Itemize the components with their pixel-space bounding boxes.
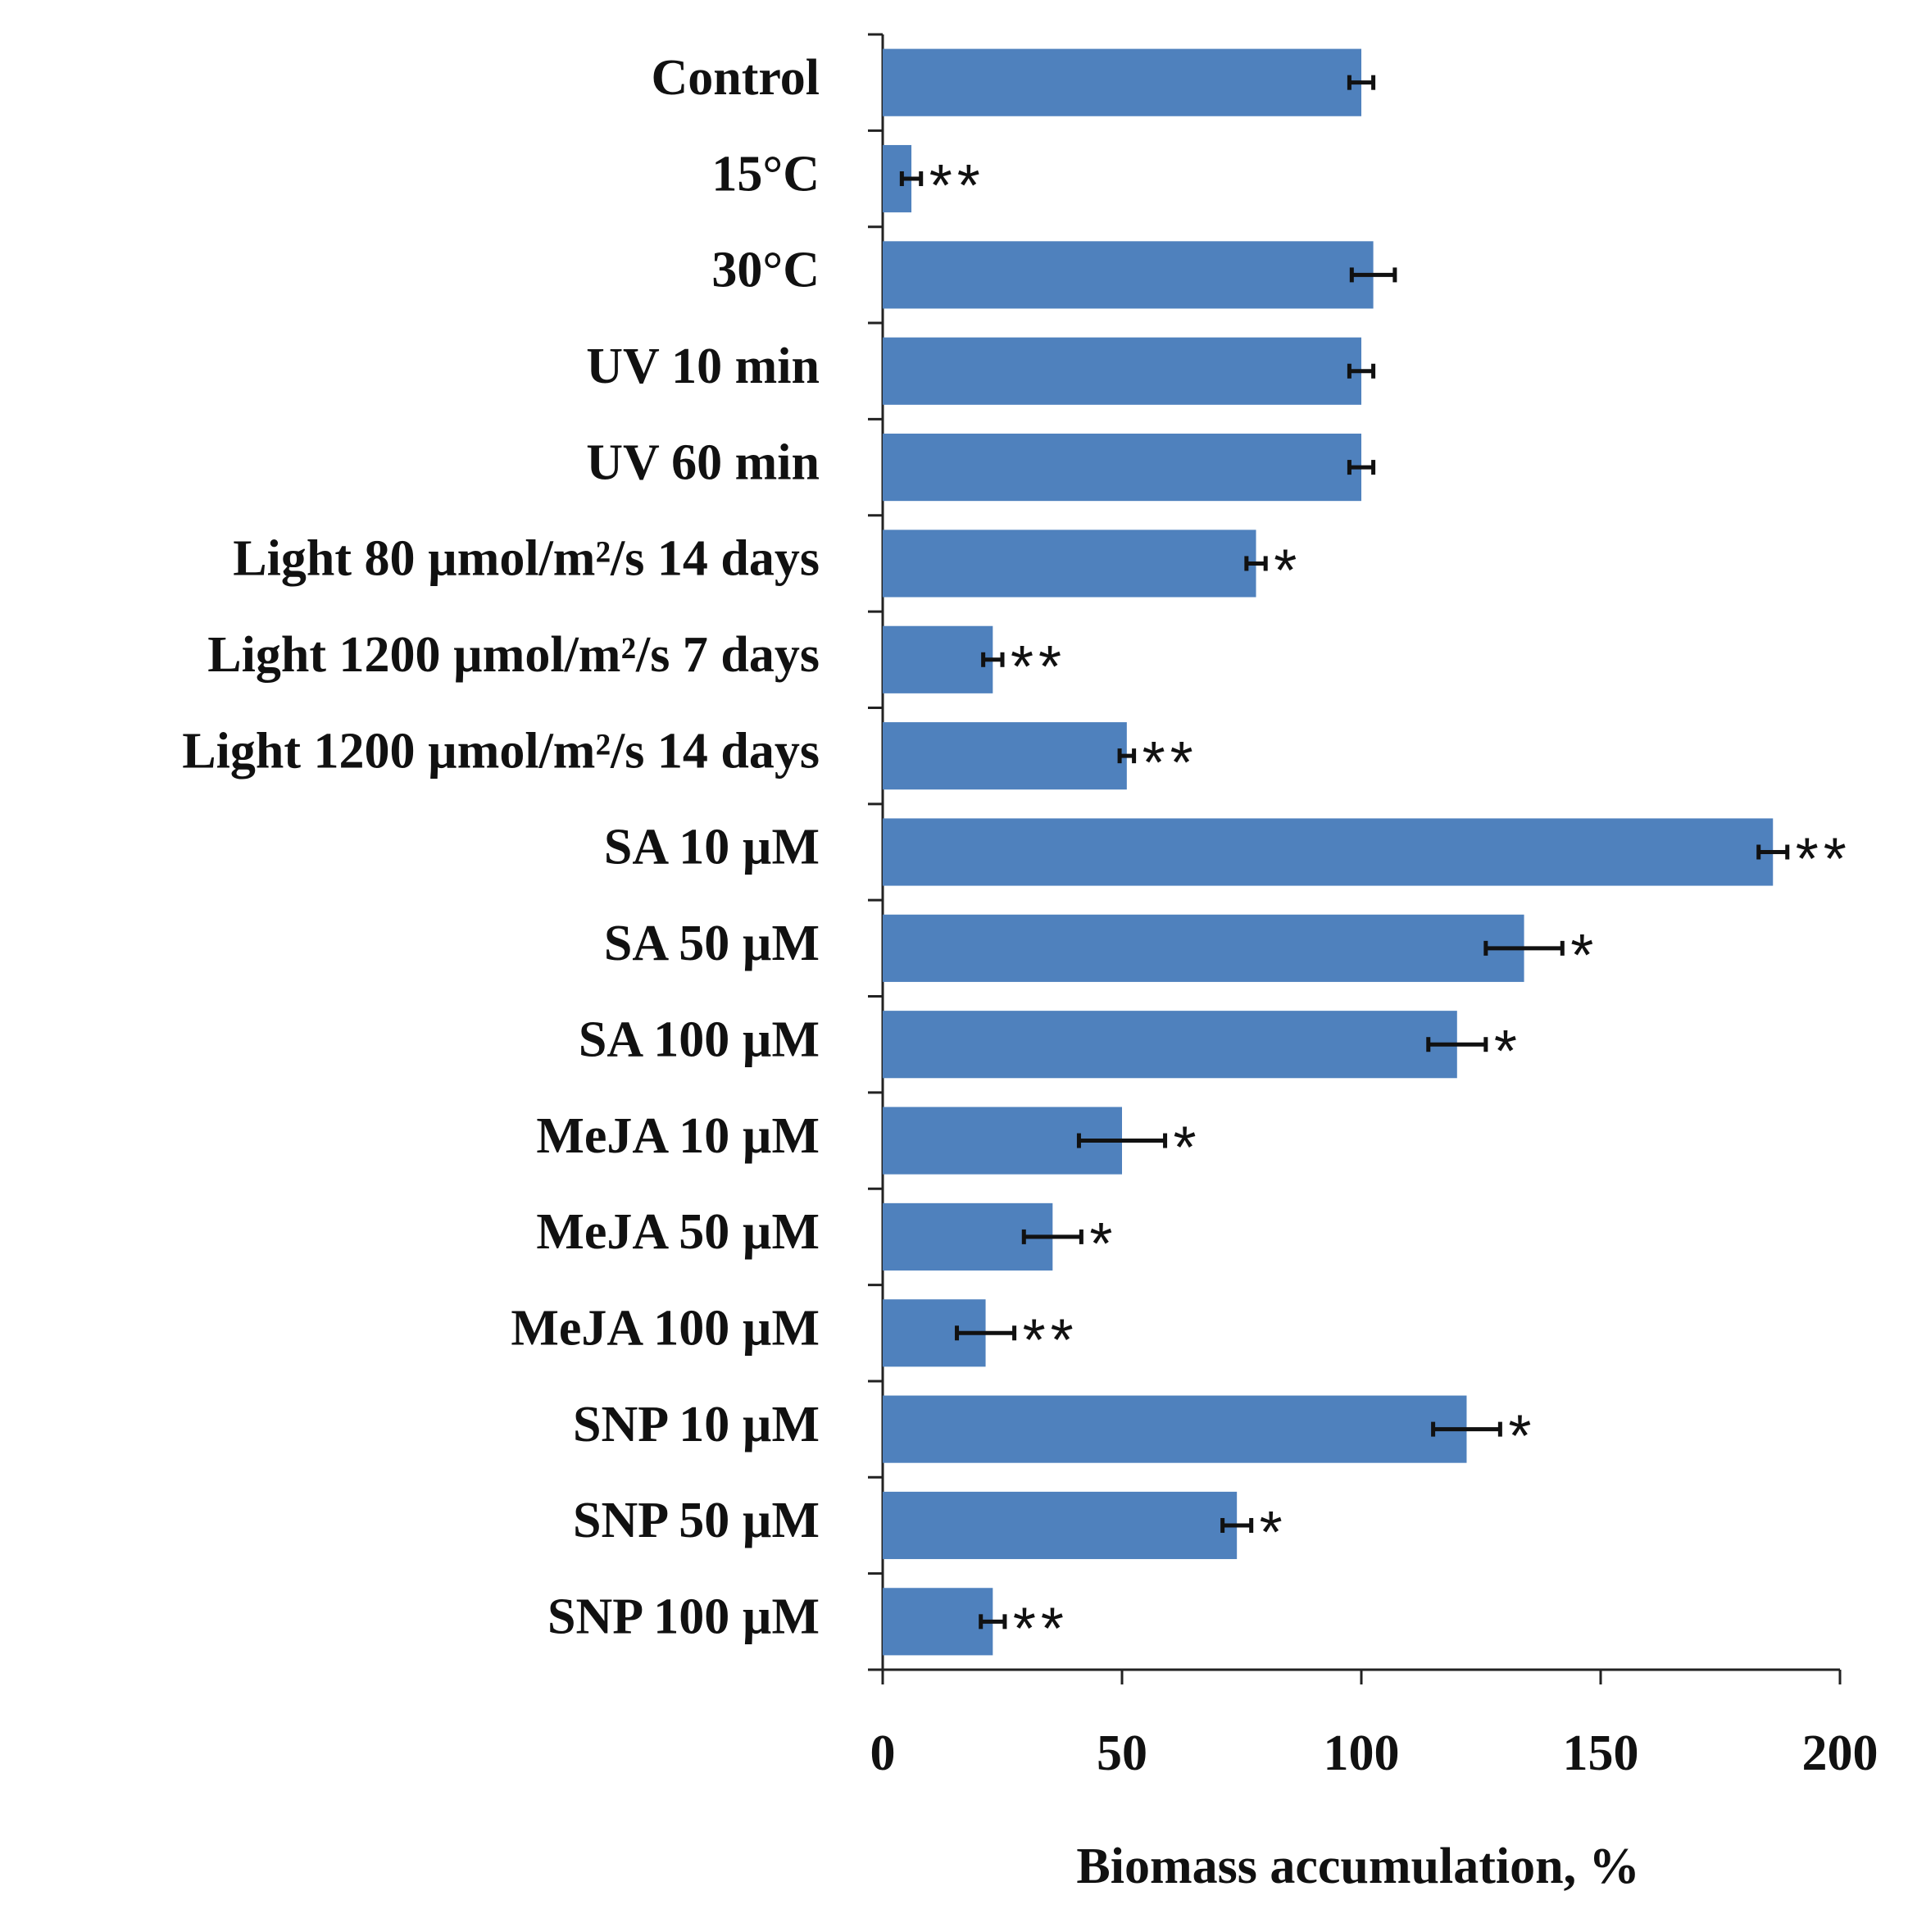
y-tick-label: UV 60 min (586, 434, 820, 490)
significance-label: ** (1011, 634, 1066, 700)
error-bar (1426, 1037, 1488, 1052)
significance-label: ** (1013, 1596, 1069, 1662)
y-tick-label: Light 80 µmol/m²/s 14 days (233, 531, 820, 587)
error-bar (981, 652, 1005, 667)
error-bar (955, 1325, 1017, 1341)
significance-label: * (1260, 1500, 1288, 1566)
significance-label: * (1174, 1116, 1202, 1181)
error-bar (1349, 267, 1397, 283)
bar (883, 48, 1361, 116)
error-bar (1756, 844, 1790, 860)
bar (883, 1395, 1467, 1463)
error-bar (1076, 1133, 1168, 1148)
significance-label: * (1570, 923, 1598, 989)
bar (883, 434, 1361, 502)
bar (883, 722, 1127, 790)
x-tick-label: 50 (1097, 1725, 1147, 1781)
y-tick-label: 30°C (711, 243, 820, 298)
bar (883, 241, 1374, 309)
error-bar (1347, 363, 1376, 379)
bar (883, 337, 1361, 405)
error-bar (1244, 556, 1268, 571)
x-tick-label: 200 (1802, 1725, 1878, 1781)
x-tick-label: 150 (1563, 1725, 1639, 1781)
error-bar (1347, 75, 1376, 90)
x-axis-label: Biomass accumulation, % (1076, 1839, 1639, 1894)
bar (883, 914, 1524, 982)
error-bar (1483, 940, 1565, 956)
y-tick-label: Control (651, 50, 820, 106)
y-tick-label: Light 1200 µmol/m²/s 7 days (207, 627, 820, 683)
error-bar (1431, 1421, 1502, 1437)
bar (883, 625, 993, 693)
significance-label: ** (1023, 1307, 1079, 1373)
y-tick-label: SNP 10 µM (573, 1397, 820, 1452)
error-bar (899, 171, 924, 187)
x-tick-label: 0 (870, 1725, 896, 1781)
error-bar (1117, 748, 1137, 764)
bar (883, 818, 1774, 886)
y-tick-label: SNP 50 µM (573, 1493, 820, 1548)
y-tick-label: SA 100 µM (579, 1011, 820, 1067)
bar (883, 1588, 993, 1656)
bar (883, 1491, 1238, 1560)
y-tick-label: UV 10 min (586, 339, 820, 394)
y-tick-label: SA 10 µM (604, 820, 820, 875)
bar (883, 1011, 1457, 1079)
significance-label: * (1089, 1211, 1117, 1277)
y-tick-label: Light 1200 µmol/m²/s 14 days (182, 723, 820, 779)
error-bar (979, 1614, 1007, 1630)
y-tick-label: SA 50 µM (604, 916, 820, 971)
y-tick-label: MeJA 100 µM (511, 1300, 820, 1356)
error-bar (1220, 1517, 1254, 1533)
significance-label: * (1508, 1404, 1536, 1470)
significance-label: ** (1796, 827, 1851, 893)
significance-label: ** (929, 153, 985, 219)
significance-label: * (1274, 538, 1302, 603)
y-tick-label: SNP 100 µM (547, 1589, 820, 1645)
y-tick-label: MeJA 50 µM (536, 1204, 820, 1260)
significance-label: ** (1143, 730, 1198, 796)
x-tick-label: 100 (1324, 1725, 1400, 1781)
significance-label: * (1494, 1019, 1522, 1084)
y-tick-label: 15°C (711, 146, 820, 202)
y-tick-label: MeJA 10 µM (536, 1108, 820, 1164)
error-bar (1021, 1229, 1083, 1244)
error-bar (1347, 460, 1376, 475)
bar (883, 530, 1256, 598)
